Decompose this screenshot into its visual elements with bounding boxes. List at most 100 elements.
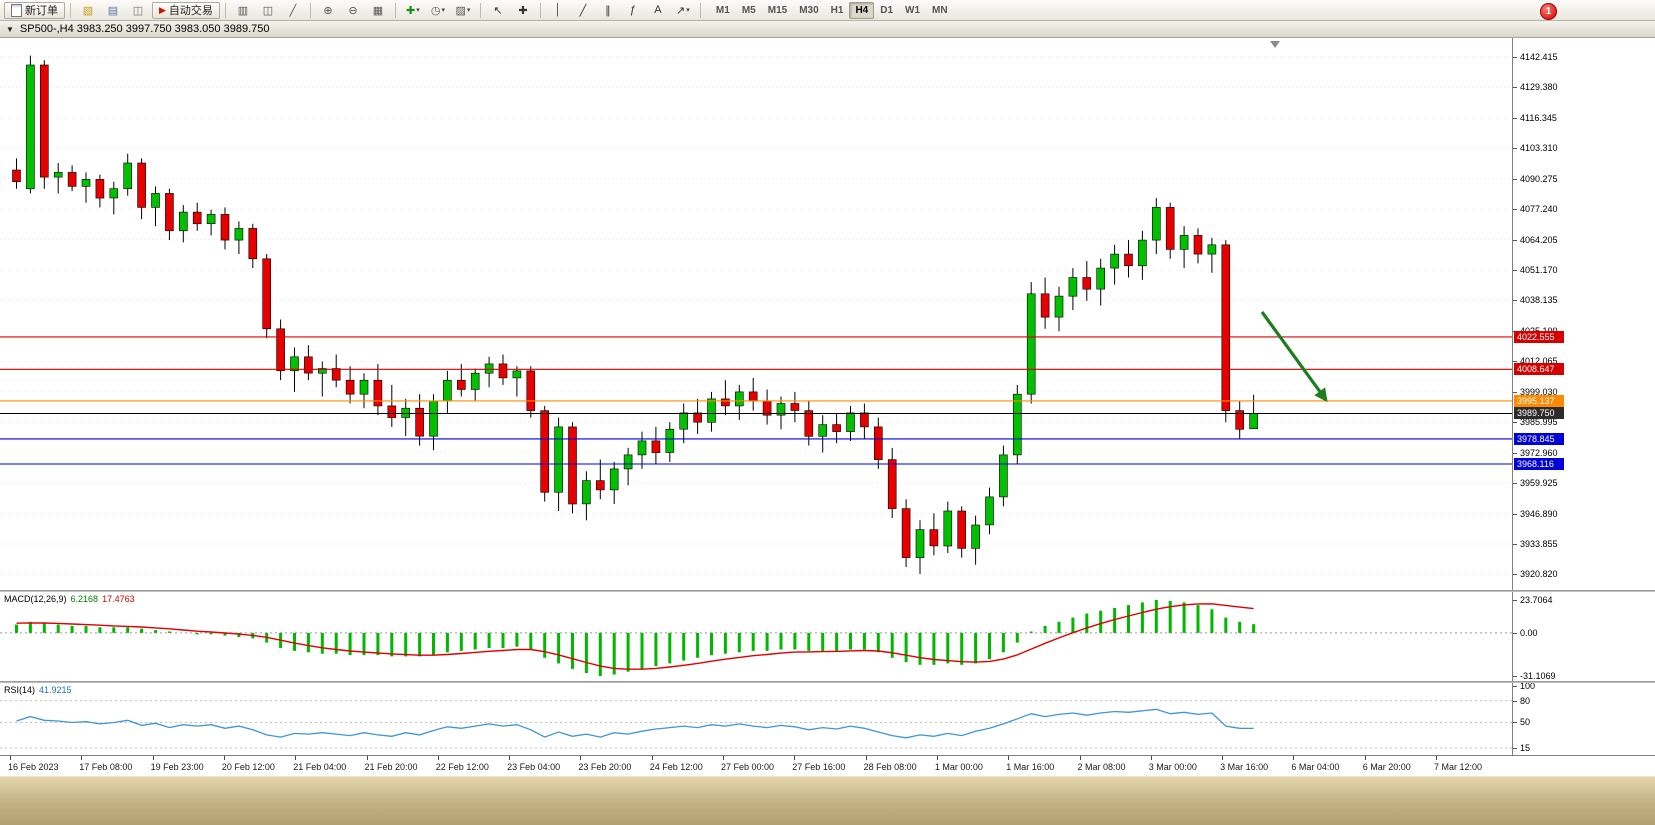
timeframe-button-m30[interactable]: M30: [799, 4, 819, 16]
price-badge-3989.750: 3989.750: [1514, 407, 1564, 420]
periods-icon[interactable]: ◷ ▾: [430, 4, 445, 17]
text-icon[interactable]: A: [654, 4, 662, 16]
dropdown-arrow-icon[interactable]: ▾: [441, 7, 445, 14]
toolbar-separator: [224, 2, 226, 18]
annotation-arrow[interactable]: [1260, 311, 1328, 403]
tile-windows-icon[interactable]: ▦: [372, 4, 384, 17]
price-scale-label: 4064.205: [1520, 234, 1558, 245]
price-badge-3968.116: 3968.116: [1514, 457, 1564, 470]
scale-tick: [1513, 676, 1517, 677]
indicators-icon[interactable]: ✚ ▾: [406, 4, 420, 17]
channel-icon[interactable]: ∥: [605, 4, 611, 17]
scale-tick: [1513, 361, 1517, 363]
arrows-icon[interactable]: ↗ ▾: [676, 4, 690, 17]
window-menu-icon[interactable]: ▼: [6, 24, 14, 34]
time-tick: [152, 756, 154, 760]
pane-separator[interactable]: [0, 681, 1655, 683]
time-axis[interactable]: 16 Feb 2023 17 Feb 08:00 19 Feb 23:00 20 Fe…: [0, 755, 1655, 776]
price-scale-label: 3972.960: [1520, 447, 1558, 458]
time-label: 1 Mar 16:00: [1006, 762, 1055, 772]
time-tick: [1293, 756, 1295, 760]
main-toolbar: 新订单 ▧ ▤ ◫ ▶ 自动交易 ▥ ◫ ╱ ⊕ ⊖ ▦ ✚ ▾ ◷ ▾ ▨ ▾ ↖ ✚ │ ╱ ∥ ƒ A ↗ ▾…: [0, 0, 1655, 21]
cursor-icon[interactable]: ↖: [493, 4, 503, 17]
dropdown-arrow-icon[interactable]: ▾: [416, 7, 420, 14]
macd-scale-label: 0.00: [1520, 627, 1538, 638]
time-tick: [580, 756, 582, 760]
time-tick: [1008, 756, 1010, 760]
new-order-button[interactable]: 新订单: [4, 1, 65, 19]
pointer-group: ↖ ✚: [486, 1, 535, 20]
scale-tick: [1513, 747, 1517, 749]
alerts-icon[interactable]: ◫: [132, 4, 144, 17]
price-scale-label: 4103.310: [1520, 143, 1558, 154]
new-chart-icon[interactable]: ▧: [82, 4, 94, 17]
price-scale-label: 3946.890: [1520, 508, 1558, 519]
notification-badge[interactable]: 1: [1540, 3, 1557, 20]
timeframe-button-mn[interactable]: MN: [932, 4, 948, 16]
price-scale-label: 3985.995: [1520, 417, 1558, 428]
chart-title: SP500-,H4 3983.250 3997.750 3983.050 398…: [19, 23, 270, 35]
trendline-icon[interactable]: ╱: [579, 4, 587, 17]
fibonacci-icon[interactable]: ƒ: [629, 4, 636, 16]
zoom-out-icon[interactable]: ⊖: [348, 4, 358, 17]
timeframe-button-d1[interactable]: D1: [880, 4, 894, 16]
macd-signal-value: 17.4763: [102, 594, 135, 604]
time-label: 24 Feb 12:00: [649, 762, 703, 772]
time-label: 27 Feb 16:00: [792, 762, 846, 772]
chart-type-group: ▥ ◫ ╱: [231, 1, 305, 20]
chart-canvas[interactable]: [0, 38, 1512, 590]
rsi-scale-label: 100: [1520, 681, 1536, 691]
macd-canvas[interactable]: [0, 592, 1512, 681]
zoom-in-icon[interactable]: ⊕: [323, 4, 333, 17]
macd-scale-label: -31.1069: [1520, 671, 1556, 681]
time-tick: [794, 756, 796, 760]
pane-separator[interactable]: [0, 590, 1655, 592]
profiles-icon[interactable]: ▤: [107, 4, 119, 17]
scale-tick: [1513, 239, 1517, 241]
chart-shift-marker[interactable]: [1270, 41, 1280, 48]
time-label: 16 Feb 2023: [8, 762, 59, 772]
bar-chart-icon[interactable]: ▥: [237, 4, 249, 17]
macd-label: MACD(12,26,9) 6.2168 17.4763: [4, 594, 135, 604]
timeframe-button-m1[interactable]: M1: [715, 4, 730, 16]
time-tick: [1436, 756, 1437, 760]
chart-titlebar[interactable]: ▼ SP500-,H4 3983.250 3997.750 3983.050 3…: [0, 21, 1655, 38]
line-chart-icon[interactable]: ╱: [289, 4, 297, 17]
timeframe-button-m5[interactable]: M5: [741, 4, 756, 16]
scale-tick: [1513, 600, 1517, 601]
autotrading-icon: ▶: [159, 4, 166, 15]
price-scale-label: 4051.170: [1520, 265, 1558, 276]
scale-tick: [1513, 632, 1517, 634]
dropdown-arrow-icon[interactable]: ▾: [686, 7, 690, 14]
price-scale[interactable]: 4142.415 4129.380 4116.345 4103.310 4090.275…: [1512, 38, 1655, 755]
timeframe-button-h4[interactable]: H4: [849, 1, 875, 19]
dropdown-arrow-icon[interactable]: ▾: [466, 7, 471, 14]
rsi-scale-label: 80: [1520, 695, 1531, 706]
vertical-line-icon[interactable]: │: [554, 4, 562, 16]
new-order-icon: [11, 3, 22, 17]
time-label: 2 Mar 08:00: [1077, 762, 1126, 772]
price-scale-label: 4129.380: [1520, 82, 1558, 93]
scale-tick: [1513, 452, 1517, 454]
time-tick: [366, 756, 368, 760]
candlestick-chart-icon[interactable]: ◫: [262, 4, 274, 17]
scale-tick: [1513, 87, 1517, 89]
toolbar-separator: [539, 2, 541, 18]
templates-icon[interactable]: ▨ ▾: [455, 4, 471, 17]
time-tick: [223, 756, 225, 760]
time-label: 19 Feb 23:00: [150, 762, 204, 772]
price-scale-label: 4012.065: [1520, 356, 1558, 367]
scale-tick: [1513, 513, 1517, 515]
autotrading-button[interactable]: ▶ 自动交易: [152, 1, 220, 19]
rsi-canvas[interactable]: [0, 683, 1512, 755]
macd-scale-label: 23.7064: [1520, 595, 1553, 605]
timeframe-button-h1[interactable]: H1: [830, 4, 844, 16]
timeframe-button-m15[interactable]: M15: [767, 4, 788, 16]
time-tick: [509, 756, 511, 760]
scale-tick: [1513, 700, 1517, 702]
time-label: 27 Feb 00:00: [721, 762, 775, 772]
scale-tick: [1513, 117, 1517, 119]
crosshair-icon[interactable]: ✚: [518, 4, 528, 17]
timeframe-button-w1[interactable]: W1: [905, 4, 921, 16]
price-badge-4008.647: 4008.647: [1514, 363, 1564, 376]
